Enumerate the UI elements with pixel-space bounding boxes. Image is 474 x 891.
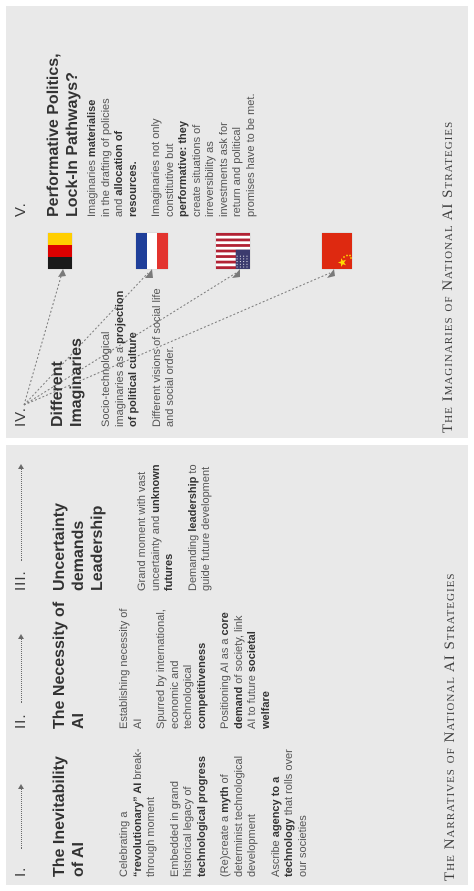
column-4-title: Different Imaginaries [49,338,85,427]
column-4-paragraph-2: Different visions of social life and soc… [150,288,177,427]
column-4-body: Socio-technological imaginaries as a pro… [100,279,188,427]
germany-stripe-1 [48,257,72,269]
ray-germany-arrowhead-icon [58,269,66,277]
germany-stripe-2 [48,245,72,257]
usa-flag-icon [216,233,250,269]
column-5-title: Performative Politics, Lock-In Pathways? [45,53,81,217]
column-5-numeral: V. [12,202,29,217]
france-band-2 [147,233,157,269]
column-5-paragraph-2: Imaginaries not only constitutive but pe… [150,93,257,217]
narratives-caption: The Narratives of National AI Strategies [442,572,458,881]
france-flag-icon [136,233,168,269]
ray-to-germany [23,272,63,406]
germany-stripe-3 [48,233,72,245]
ray-to-usa [23,272,237,406]
ray-to-china [23,272,331,406]
china-flag-stars-icon [322,233,352,269]
usa-flag-stripes-icon [216,233,250,269]
china-flag-icon [322,233,352,269]
column-4-paragraph-1: Socio-technological imaginaries as a pro… [100,290,139,427]
germany-flag-icon [48,233,72,269]
column-5-paragraph-1: Imaginaries materialise in the drafting … [86,98,139,217]
ray-usa-arrowhead-icon [232,269,240,278]
column-5-body: Imaginaries materialise in the drafting … [86,91,268,217]
ray-china-arrowhead-icon [327,269,335,278]
france-band-3 [157,233,168,269]
france-band-1 [136,233,147,269]
imaginaries-caption: The Imaginaries of National AI Strategie… [440,120,456,433]
ray-france-arrowhead-icon [145,269,153,278]
